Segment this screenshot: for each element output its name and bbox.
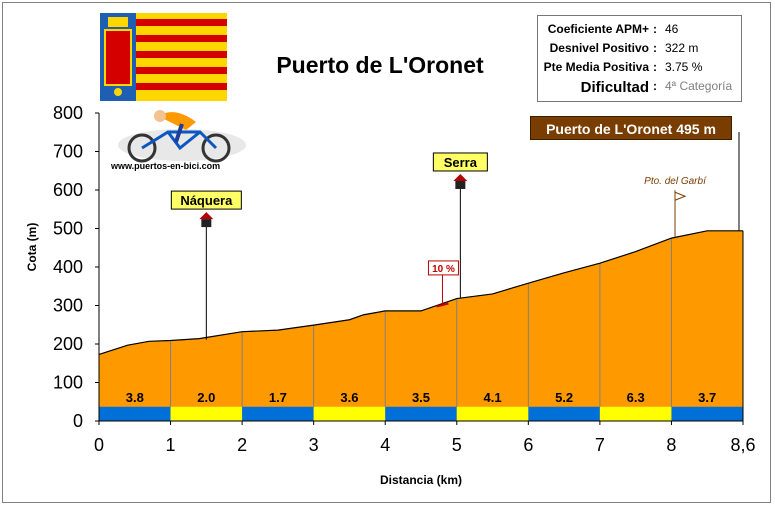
house-icon [455, 180, 466, 189]
segment-slope-label: 4.1 [484, 390, 502, 405]
y-tick-label: 300 [53, 296, 83, 316]
town-label-box [432, 152, 488, 172]
segment-slope-label: 3.7 [698, 390, 716, 405]
slope-stripe [528, 406, 600, 421]
town-label: Serra [444, 155, 478, 170]
x-tick-label: 1 [166, 435, 176, 455]
info-label: Dificultad [580, 79, 649, 96]
house-icon [453, 173, 468, 181]
segment-slope-label: 3.8 [126, 390, 144, 405]
house-icon [201, 219, 212, 228]
gradient-marker-label: 10 % [432, 264, 455, 275]
info-row-apm: Coeficiente APM+ : 46 [547, 22, 679, 36]
info-box: Coeficiente APM+ : 46 Desnivel Positivo … [537, 15, 742, 102]
x-tick-label: 2 [237, 435, 247, 455]
website-label: www.puertos-en-bici.com [111, 161, 221, 171]
pass-flag-icon [674, 191, 687, 201]
slope-stripe [599, 406, 672, 421]
info-value: 3.75 % [665, 60, 703, 74]
y-tick-label: 0 [73, 411, 83, 431]
segment-slope-label: 5.2 [555, 390, 573, 405]
info-value: 322 m [665, 41, 699, 55]
y-tick-label: 100 [53, 373, 83, 393]
y-tick-label: 600 [53, 180, 83, 200]
summit-label: Puerto de L'Oronet 495 m [530, 116, 732, 140]
info-label: Coeficiente APM+ [547, 22, 649, 36]
slope-stripe [456, 406, 529, 421]
y-tick-label: 200 [53, 334, 83, 354]
profile-line [98, 230, 743, 355]
info-row-pendiente: Pte Media Positiva : 3.75 % [543, 60, 703, 74]
x-tick-label: 4 [380, 435, 390, 455]
segment-slope-label: 3.5 [412, 390, 430, 405]
chart-title: Puerto de L'Oronet [276, 52, 484, 78]
y-axis-label: Cota (m) [25, 223, 39, 272]
y-tick-label: 500 [53, 219, 83, 239]
slope-stripe [99, 406, 171, 421]
y-tick-label: 700 [53, 142, 83, 162]
segment-slope-label: 2.0 [197, 390, 215, 405]
info-row-dificultad: Dificultad : 4ª Categoría [580, 79, 733, 96]
y-tick-label: 800 [53, 103, 83, 123]
profile-area [99, 230, 743, 421]
slope-stripe [385, 406, 457, 421]
info-row-desnivel: Desnivel Positivo : 322 m [549, 41, 699, 55]
x-tick-label: 8,6 [730, 435, 755, 455]
x-tick-label: 0 [94, 435, 104, 455]
town-label: Náquera [180, 193, 233, 208]
slope-stripe [170, 406, 243, 421]
x-tick-label: 5 [452, 435, 462, 455]
x-tick-label: 7 [595, 435, 605, 455]
info-value: 4ª Categoría [665, 79, 733, 93]
segment-slope-label: 1.7 [269, 390, 287, 405]
segment-slope-label: 6.3 [627, 390, 645, 405]
x-tick-label: 6 [523, 435, 533, 455]
slope-stripe [242, 406, 314, 421]
segment-slope-label: 3.6 [340, 390, 358, 405]
info-label: Pte Media Positiva [543, 60, 649, 74]
slope-stripe [313, 406, 386, 421]
y-tick-label: 400 [53, 257, 83, 277]
x-axis-label: Distancia (km) [380, 473, 462, 487]
gradient-marker-box [427, 260, 459, 276]
slope-stripe [671, 406, 743, 421]
house-icon [199, 212, 214, 220]
x-tick-label: 3 [309, 435, 319, 455]
pass-label: Pto. del Garbí [644, 176, 707, 187]
town-label-box [170, 190, 242, 210]
gradient-marker-tick [436, 302, 449, 308]
x-tick-label: 8 [666, 435, 676, 455]
info-value: 46 [665, 22, 679, 36]
info-label: Desnivel Positivo [549, 41, 649, 55]
